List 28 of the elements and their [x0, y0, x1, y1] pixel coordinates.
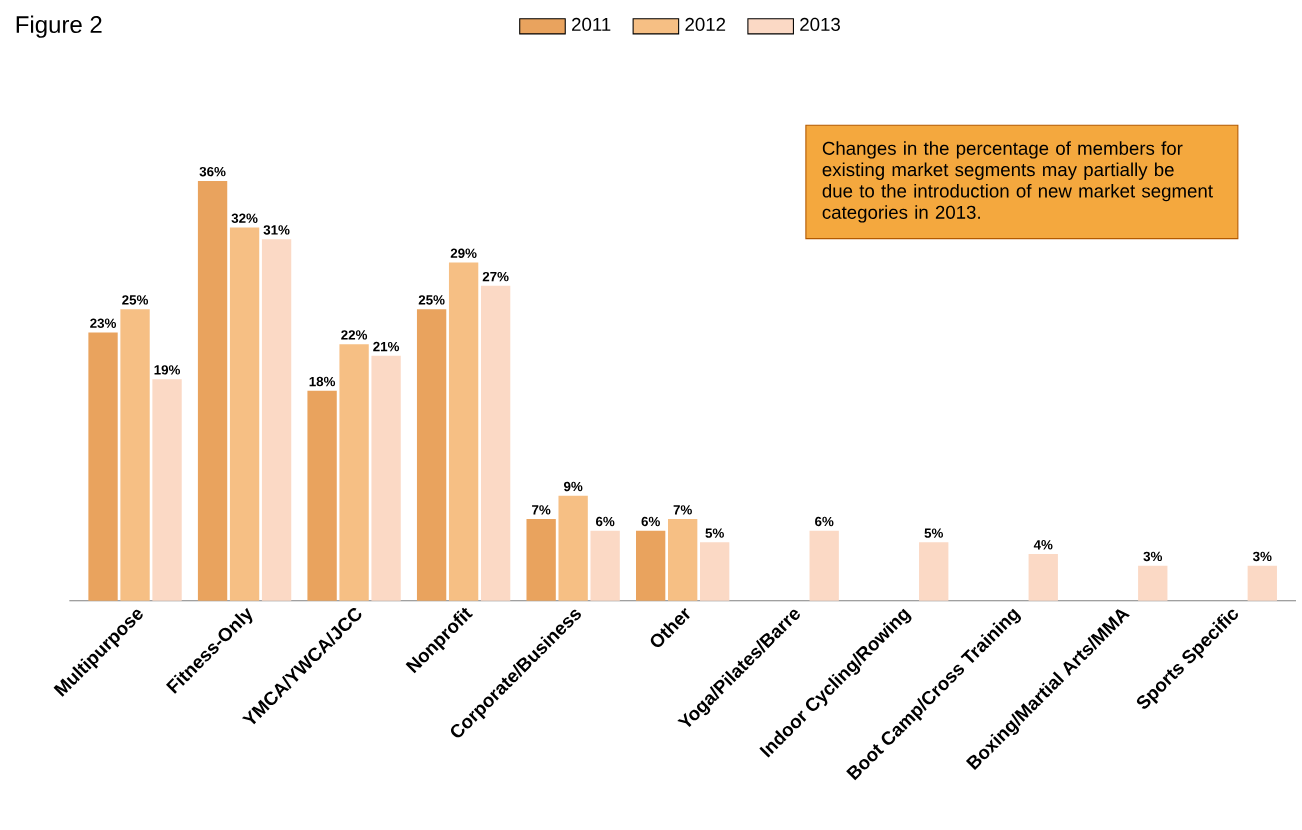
- bar: [919, 542, 949, 601]
- bar: [339, 344, 369, 601]
- bar: [480, 285, 511, 601]
- bar: [229, 227, 260, 601]
- bar: [1028, 554, 1058, 601]
- bar: [197, 180, 228, 601]
- bar: [120, 309, 150, 601]
- bar: [1138, 565, 1168, 601]
- legend-label: 2013: [800, 17, 840, 31]
- chart-title: Figure 2: [16, 15, 102, 38]
- bar: [261, 239, 292, 601]
- bar: [416, 309, 447, 601]
- legend-label: 2011: [572, 17, 611, 31]
- bar: [636, 530, 666, 601]
- bar: [700, 542, 730, 601]
- bar: [809, 530, 839, 601]
- bar: [307, 390, 337, 601]
- bar: [448, 262, 479, 601]
- bar: [558, 495, 588, 601]
- bar: [152, 379, 182, 601]
- bar: [526, 519, 556, 601]
- bar: [1247, 565, 1277, 601]
- bar: [371, 355, 401, 601]
- legend-label: 2012: [685, 17, 726, 31]
- bar: [590, 530, 620, 601]
- annotation: Changes in the percentage of members for existing market segments may partially be due to the introduction of new market segment categories in 2013.: [822, 141, 1213, 223]
- bar: [668, 519, 698, 601]
- bar: [88, 332, 118, 601]
